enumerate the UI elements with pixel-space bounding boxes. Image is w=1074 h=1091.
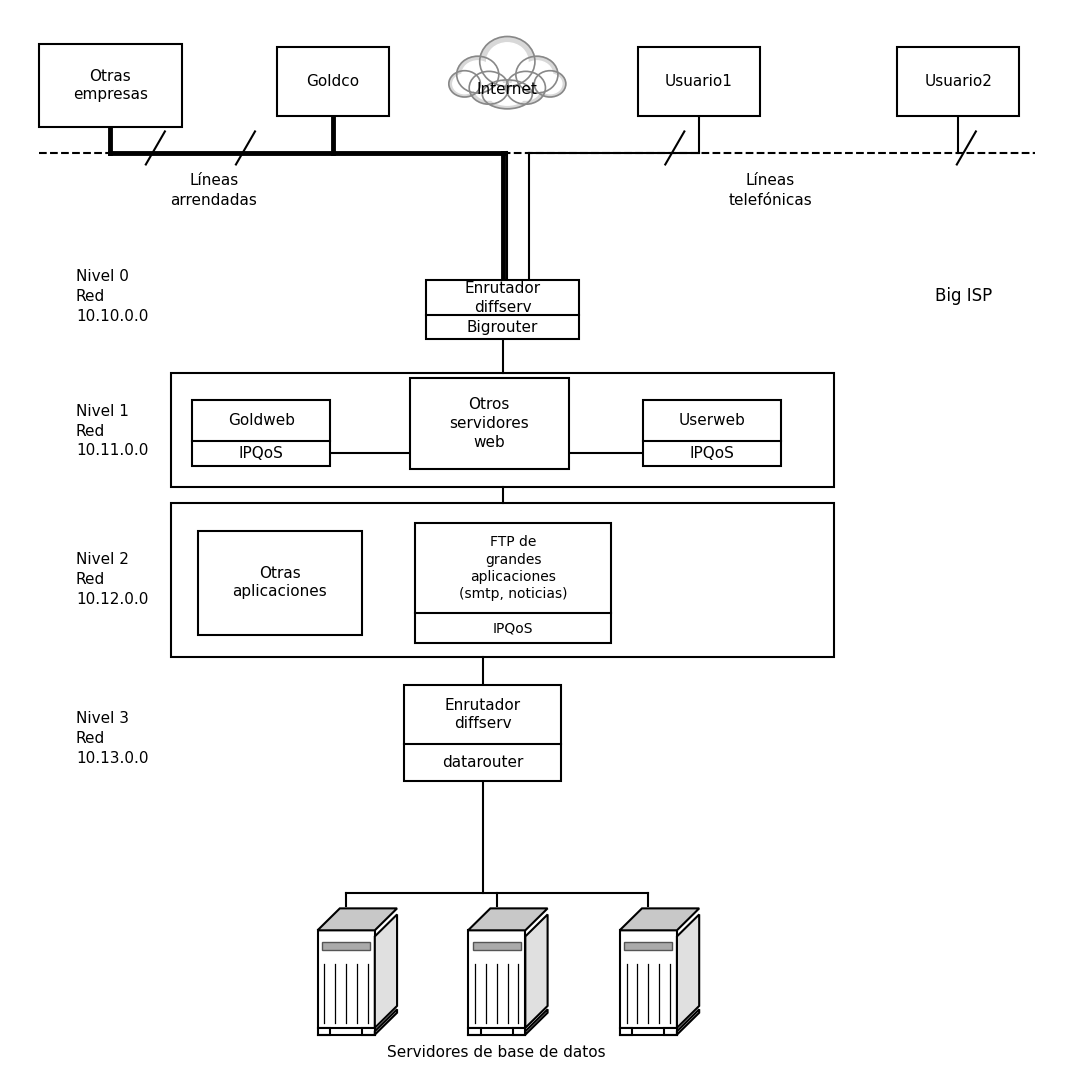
Ellipse shape <box>538 74 562 94</box>
Text: Nivel 2
Red
10.12.0.0: Nivel 2 Red 10.12.0.0 <box>76 552 148 607</box>
Text: Bigrouter: Bigrouter <box>467 320 538 335</box>
Text: Nivel 0
Red
10.10.0.0: Nivel 0 Red 10.10.0.0 <box>76 269 148 324</box>
Bar <box>39 44 182 127</box>
Ellipse shape <box>487 43 528 81</box>
Text: datarouter: datarouter <box>442 755 524 770</box>
Ellipse shape <box>449 71 480 97</box>
Bar <box>473 942 521 950</box>
Text: Nivel 3
Red
10.13.0.0: Nivel 3 Red 10.13.0.0 <box>76 711 148 766</box>
Bar <box>318 1028 330 1034</box>
Polygon shape <box>677 914 699 1028</box>
Ellipse shape <box>469 71 509 105</box>
Text: Usuario2: Usuario2 <box>925 74 992 89</box>
Ellipse shape <box>456 57 498 93</box>
Bar <box>620 1028 633 1034</box>
Text: Nivel 1
Red
10.11.0.0: Nivel 1 Red 10.11.0.0 <box>76 404 148 458</box>
Ellipse shape <box>506 71 546 105</box>
Text: Enrutador
diffserv: Enrutador diffserv <box>445 698 521 731</box>
Text: Usuario1: Usuario1 <box>665 74 732 89</box>
Polygon shape <box>468 909 548 931</box>
Bar <box>620 931 677 1028</box>
Bar <box>624 942 672 950</box>
Text: Líneas
arrendadas: Líneas arrendadas <box>170 173 257 207</box>
Polygon shape <box>318 909 397 931</box>
Bar <box>318 931 375 1028</box>
Text: FTP de
grandes
aplicaciones
(smtp, noticias): FTP de grandes aplicaciones (smtp, notic… <box>459 536 567 601</box>
Polygon shape <box>620 909 699 931</box>
Polygon shape <box>525 914 548 1028</box>
Ellipse shape <box>474 75 504 100</box>
Polygon shape <box>375 1009 397 1034</box>
Ellipse shape <box>482 80 533 109</box>
Text: Goldco: Goldco <box>306 74 360 89</box>
Polygon shape <box>677 1009 699 1034</box>
Text: Servidores de base de datos: Servidores de base de datos <box>388 1045 606 1059</box>
Ellipse shape <box>521 61 553 88</box>
Bar <box>638 47 759 116</box>
Text: Internet: Internet <box>477 82 538 97</box>
Bar <box>643 400 781 466</box>
Bar <box>322 942 371 950</box>
Text: Líneas
telefónicas: Líneas telefónicas <box>728 173 812 207</box>
Bar <box>415 524 611 643</box>
Ellipse shape <box>534 71 566 97</box>
Bar <box>665 1028 677 1034</box>
Text: Userweb: Userweb <box>679 412 745 428</box>
Text: IPQoS: IPQoS <box>690 446 735 460</box>
Text: Otras
empresas: Otras empresas <box>73 69 148 103</box>
Ellipse shape <box>511 75 540 100</box>
Bar <box>192 400 331 466</box>
Ellipse shape <box>489 84 526 105</box>
Text: Enrutador
diffserv: Enrutador diffserv <box>464 281 540 315</box>
Bar <box>468 931 525 1028</box>
Bar <box>171 373 833 488</box>
Text: IPQoS: IPQoS <box>238 446 284 460</box>
Text: Big ISP: Big ISP <box>934 287 991 305</box>
Text: Goldweb: Goldweb <box>228 412 295 428</box>
Bar <box>277 47 389 116</box>
Bar <box>425 280 579 339</box>
Bar <box>198 530 362 635</box>
Bar <box>898 47 1019 116</box>
Ellipse shape <box>462 61 494 88</box>
Text: Otras
aplicaciones: Otras aplicaciones <box>233 566 328 599</box>
Polygon shape <box>375 914 397 1028</box>
Text: Otros
servidores
web: Otros servidores web <box>449 397 529 449</box>
Bar <box>410 377 569 469</box>
Bar <box>171 503 833 657</box>
Ellipse shape <box>453 74 477 94</box>
Bar <box>405 685 562 781</box>
Ellipse shape <box>516 57 557 93</box>
Polygon shape <box>525 1009 548 1034</box>
Text: IPQoS: IPQoS <box>493 621 534 635</box>
Bar <box>362 1028 375 1034</box>
Ellipse shape <box>480 36 535 86</box>
Bar <box>512 1028 525 1034</box>
Bar <box>468 1028 481 1034</box>
